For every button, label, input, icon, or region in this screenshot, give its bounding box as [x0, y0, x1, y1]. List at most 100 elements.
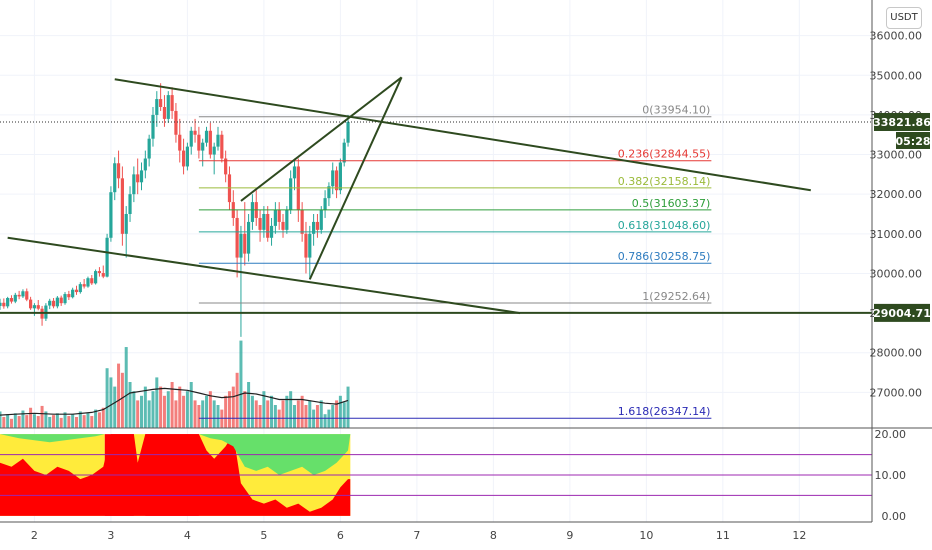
- volume-bar: [346, 386, 350, 428]
- candle-body: [86, 278, 90, 287]
- candle-body: [204, 130, 209, 143]
- time-tick-label: 6: [337, 529, 344, 542]
- fibonacci-retracement[interactable]: 0(33954.10) 0.236(32844.55) 0.382(32158.14…: [198, 104, 712, 419]
- candle: [116, 150, 121, 189]
- candle-body: [63, 294, 67, 304]
- candlesticks: [0, 83, 872, 337]
- candle: [51, 298, 56, 309]
- candle: [124, 206, 128, 258]
- candle-body: [281, 221, 285, 230]
- price-tick-label: 28000.00: [870, 347, 923, 360]
- volume-bar: [292, 405, 296, 428]
- candle: [105, 233, 109, 278]
- candle: [63, 292, 67, 305]
- volume-bar: [208, 391, 212, 428]
- volume-bars: [0, 340, 350, 428]
- fib-level-label: 0.5(31603.37): [632, 197, 711, 210]
- volume-bar: [86, 413, 90, 428]
- candle: [67, 290, 71, 300]
- fib-level-label: 0.382(32158.14): [618, 175, 711, 188]
- currency-button[interactable]: USDT: [886, 7, 922, 29]
- volume-bar: [327, 409, 331, 428]
- candle: [174, 103, 178, 143]
- candle-body: [132, 174, 136, 195]
- candle-body: [235, 217, 239, 258]
- oscillator-green-area: [0, 434, 351, 475]
- candle: [281, 214, 285, 238]
- volume-bar: [74, 416, 78, 428]
- candle-body: [312, 221, 316, 234]
- candle: [36, 299, 40, 311]
- volume-bar: [40, 405, 44, 428]
- trendline-upper-channel[interactable]: [114, 78, 811, 192]
- candle-body: [71, 289, 75, 298]
- candle-body: [113, 163, 117, 193]
- candle: [151, 107, 155, 147]
- volume-moving-average: [0, 387, 349, 416]
- candle: [159, 83, 163, 111]
- candle: [189, 126, 193, 155]
- volume-bar: [128, 382, 132, 428]
- candle-body: [170, 95, 174, 111]
- time-axis[interactable]: 2 3 4 5 6 7 8 9 10 11 12: [31, 529, 806, 542]
- volume-bar: [147, 400, 151, 428]
- candle: [312, 214, 316, 246]
- trendline-wedge-upper[interactable]: [240, 76, 403, 202]
- candle: [220, 130, 224, 163]
- volume-bar: [197, 405, 201, 428]
- candle-body: [246, 221, 251, 254]
- price-axis[interactable]: 36000.0035000.0034000.0033000.0032000.00…: [870, 30, 923, 400]
- trendlines[interactable]: [0, 76, 872, 315]
- candle: [204, 126, 209, 147]
- candle-body: [181, 150, 186, 167]
- candle-body: [151, 114, 155, 139]
- candle-body: [216, 134, 220, 147]
- price-tags: 33821.86 05:28 29004.71: [873, 112, 931, 322]
- candle-body: [48, 300, 52, 306]
- candle-body: [21, 291, 25, 297]
- price-tick-label: 36000.00: [870, 30, 923, 43]
- candle: [327, 182, 331, 207]
- candle-body: [74, 289, 79, 293]
- candle: [338, 158, 342, 195]
- candle-body: [308, 233, 312, 258]
- candle-body: [212, 146, 216, 155]
- candle-body: [334, 170, 339, 191]
- volume-bar: [243, 391, 247, 428]
- candle-body: [51, 300, 56, 307]
- oscillator-axis[interactable]: 20.00 10.00 0.00: [875, 428, 907, 523]
- candle-body: [277, 210, 281, 222]
- volume-bar: [189, 382, 193, 428]
- candle: [59, 295, 63, 306]
- candle-body: [67, 294, 71, 298]
- candle: [315, 214, 320, 238]
- candle-body: [331, 170, 335, 187]
- volume-bar: [63, 412, 67, 428]
- volume-bar: [182, 395, 186, 428]
- volume-bar: [120, 372, 124, 428]
- volume-bar: [266, 400, 270, 428]
- candle-body: [32, 305, 37, 309]
- volume-bar: [32, 414, 36, 428]
- candle-body: [128, 194, 132, 214]
- candle: [331, 162, 335, 195]
- candle: [193, 118, 197, 143]
- volume-bar: [105, 368, 109, 428]
- candle: [178, 118, 182, 163]
- candle: [300, 202, 304, 242]
- volume-bar: [132, 391, 136, 428]
- candle: [6, 296, 10, 309]
- trendline-lower-channel[interactable]: [7, 236, 521, 315]
- candle: [128, 186, 132, 222]
- candle-body: [289, 178, 293, 211]
- candle-body: [143, 158, 147, 171]
- candle: [224, 150, 228, 183]
- price-tick-label: 32000.00: [870, 188, 923, 201]
- volume-bar: [296, 400, 300, 428]
- volume-bar: [338, 395, 342, 428]
- volume-bar: [342, 402, 346, 428]
- trendline-wedge-lower[interactable]: [308, 76, 403, 280]
- candle-body: [315, 221, 320, 230]
- candle-body: [273, 210, 277, 226]
